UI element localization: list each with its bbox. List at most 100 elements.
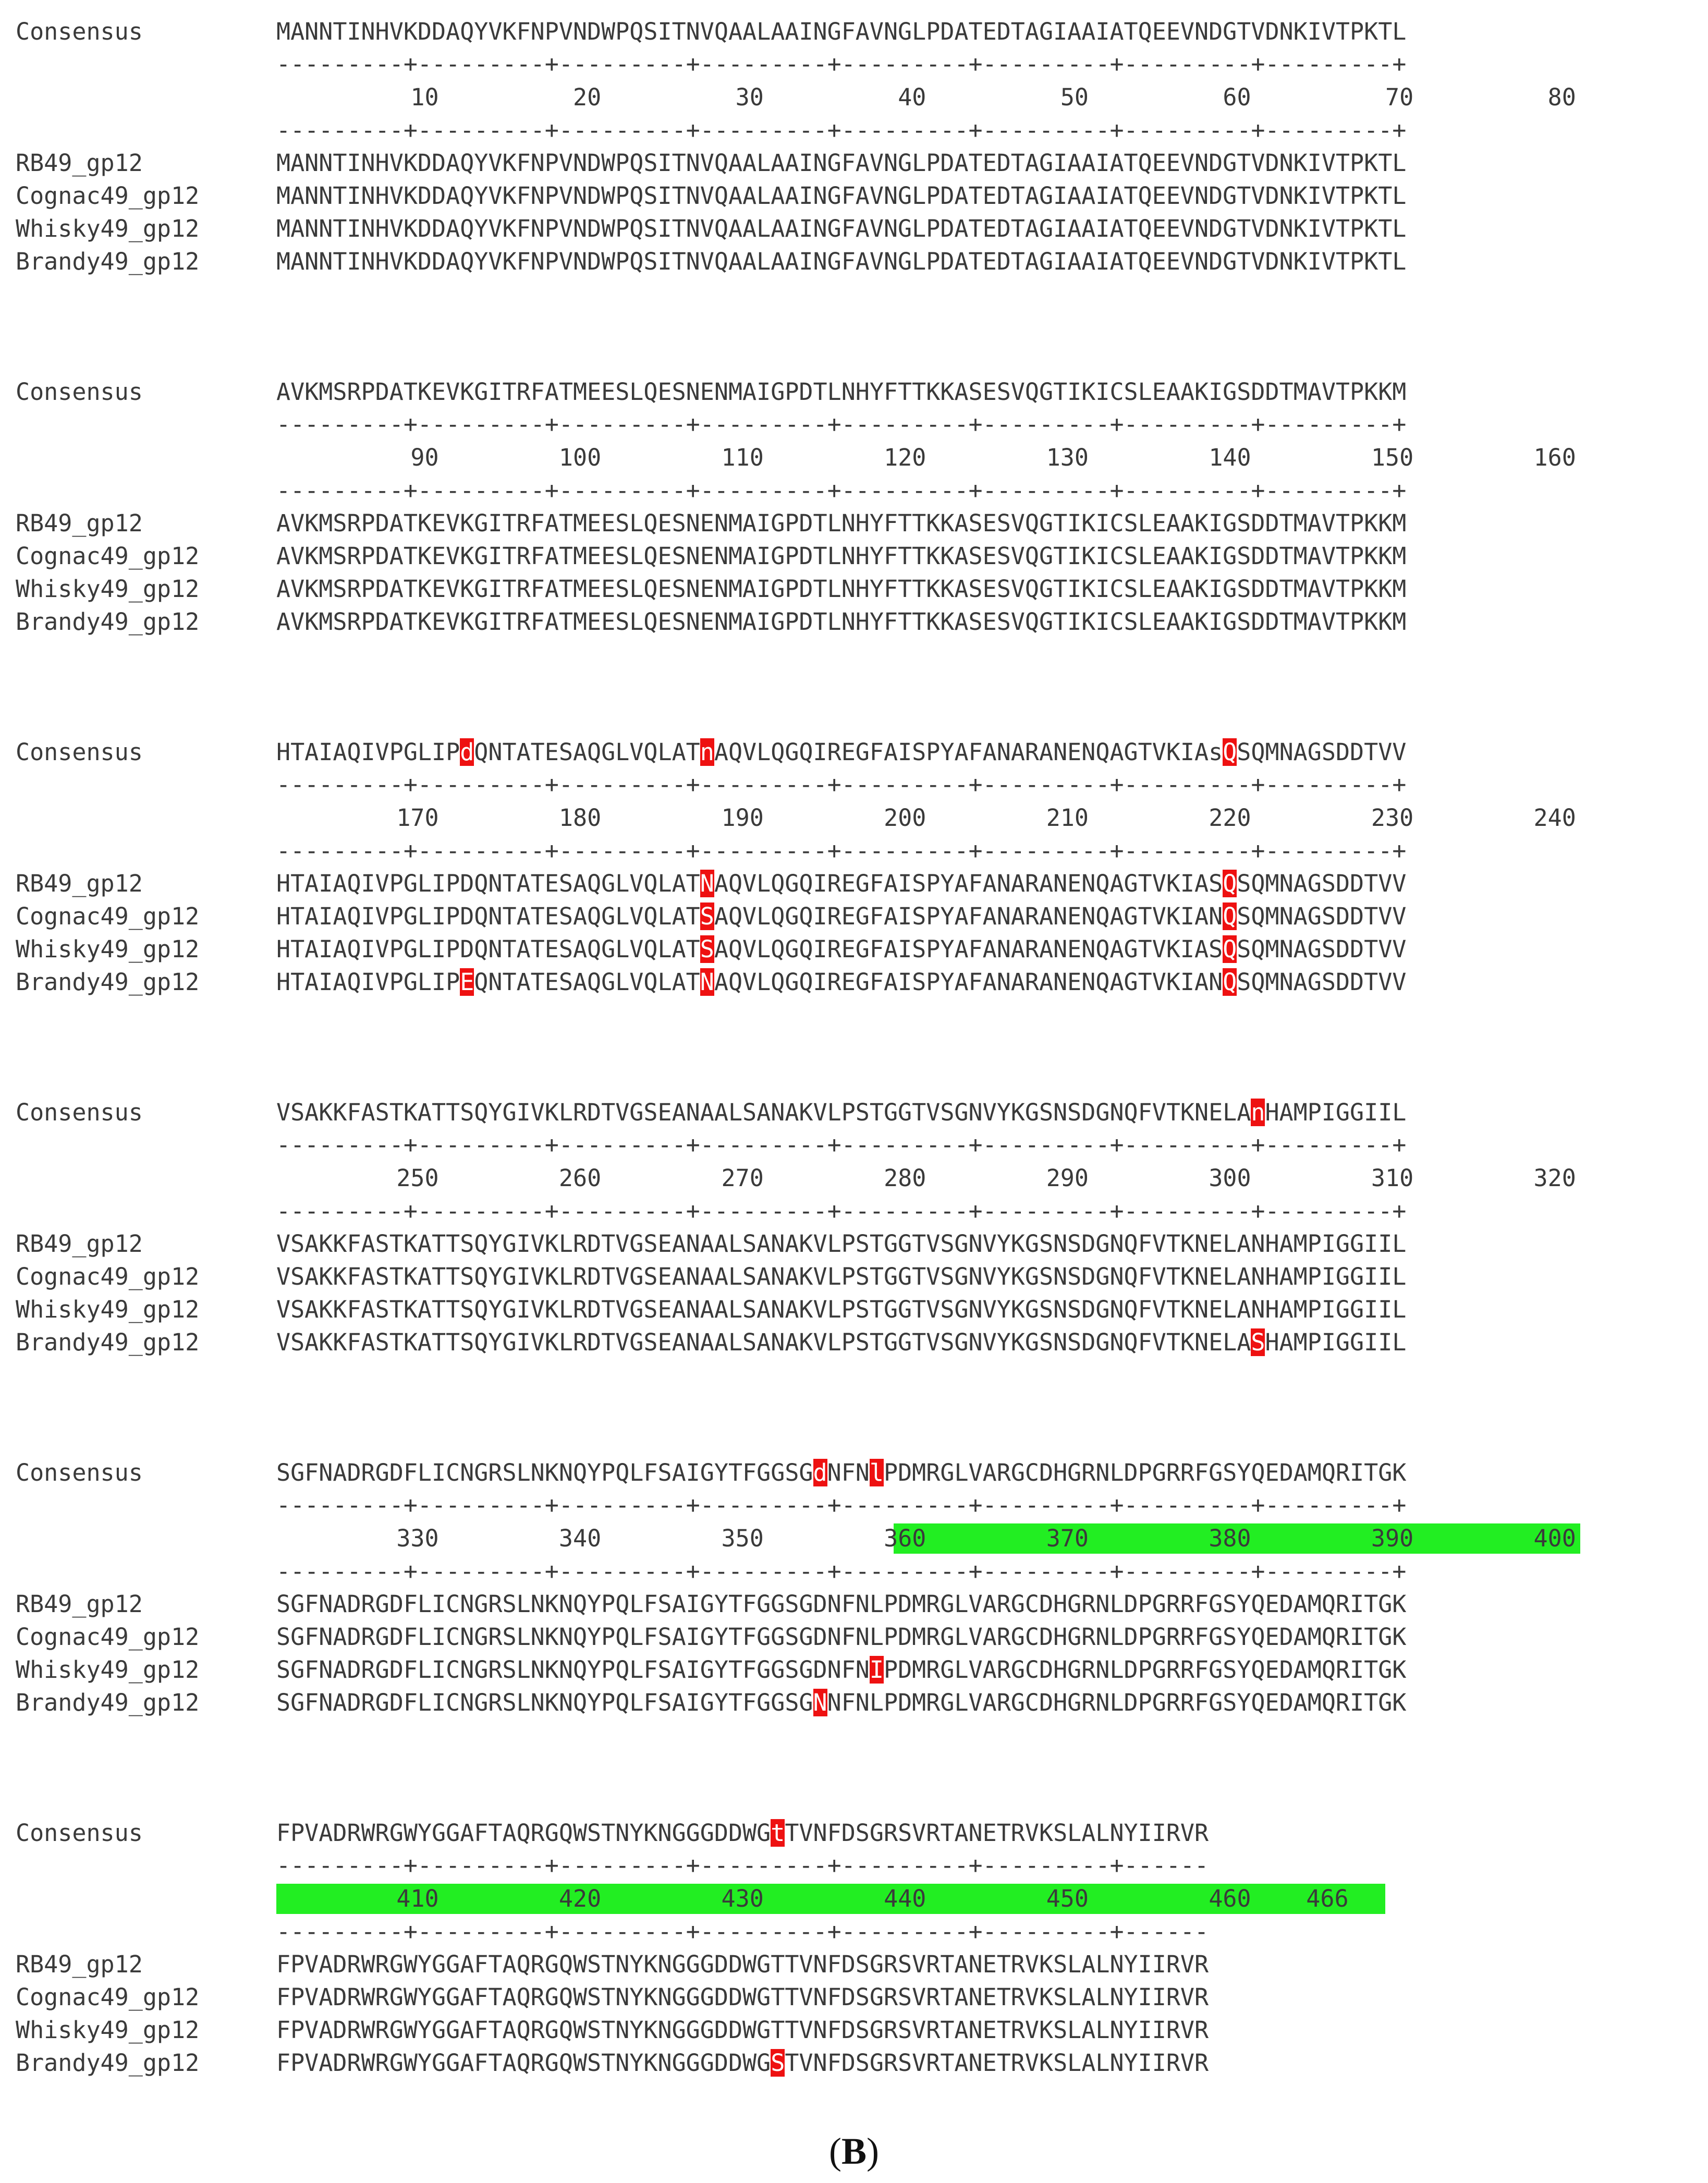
- position-ruler: 90 100 110 120 130 140 150 160: [0, 442, 1708, 474]
- position-tick-label: 240: [1533, 804, 1576, 832]
- sequence-residues: MANNTINHVKDDAQYVKFNPVNDWPQSITNVQAALAAING…: [276, 215, 1407, 242]
- position-tick-label: 140: [1209, 444, 1251, 471]
- consensus-sequence: FPVADRWRGWYGGAFTAQRGQWSTNYKNGGGDDWGtTVNF…: [276, 1819, 1209, 1847]
- position-tick-label: 270: [721, 1164, 764, 1192]
- consensus-sequence: SGFNADRGDFLICNGRSLNKNQYPQLFSAIGYTFGGSGdN…: [276, 1459, 1407, 1486]
- position-tick-label: 370: [1046, 1525, 1089, 1552]
- position-tick-label: 250: [396, 1164, 439, 1192]
- variant-residue: S: [700, 903, 714, 930]
- sequence-residues: MANNTINHVKDDAQYVKFNPVNDWPQSITNVQAALAAING…: [276, 149, 1407, 177]
- position-tick-label: 220: [1209, 804, 1251, 832]
- sequence-name: Brandy49_gp12: [16, 248, 200, 275]
- sequence-residues: SGFNADRGDFLICNGRSLNKNQYPQLFSAIGYTFGGSGDN…: [276, 1623, 1407, 1651]
- ruler-dashes: ---------+---------+---------+---------+…: [276, 1557, 1407, 1585]
- consensus-label: Consensus: [16, 1459, 143, 1486]
- position-tick-label: 100: [558, 444, 602, 471]
- figure-caption: (B): [0, 2130, 1708, 2173]
- sequence-name: Brandy49_gp12: [16, 968, 200, 996]
- position-tick-label: 10: [410, 83, 439, 111]
- sequence-residues: MANNTINHVKDDAQYVKFNPVNDWPQSITNVQAALAAING…: [276, 248, 1407, 275]
- sequence-residues: FPVADRWRGWYGGAFTAQRGQWSTNYKNGGGDDWGTTVNF…: [276, 1950, 1209, 1978]
- position-tick-label: 50: [1060, 83, 1089, 111]
- position-tick-label: 130: [1046, 444, 1089, 471]
- position-tick-label: 420: [558, 1885, 602, 1912]
- position-ruler: 10 20 30 40 50 60 70 80: [0, 81, 1708, 114]
- position-tick-label: 430: [721, 1885, 764, 1912]
- sequence-residues: SGFNADRGDFLICNGRSLNKNQYPQLFSAIGYTFGGSGDN…: [276, 1656, 1407, 1684]
- position-tick-label: 40: [898, 83, 926, 111]
- sequence-name: Cognac49_gp12: [16, 1263, 200, 1290]
- sequence-name: Whisky49_gp12: [16, 575, 200, 603]
- consensus-sequence: AVKMSRPDATKEVKGITRFATMEESLQESNENMAIGPDTL…: [276, 378, 1407, 406]
- position-tick-label: 160: [1533, 444, 1576, 471]
- sequence-residues: SGFNADRGDFLICNGRSLNKNQYPQLFSAIGYTFGGSGNN…: [276, 1689, 1407, 1716]
- ruler-dashes: ---------+---------+---------+---------+…: [276, 1131, 1407, 1158]
- sequence-name: Cognac49_gp12: [16, 1983, 200, 2011]
- position-ruler: 330 340 350 360 370 380 390 400: [0, 1522, 1708, 1555]
- position-tick-label: 466: [1306, 1885, 1349, 1912]
- domain-range-band: [894, 1523, 1580, 1554]
- sequence-residues: FPVADRWRGWYGGAFTAQRGQWSTNYKNGGGDDWGSTVNF…: [276, 2049, 1209, 2077]
- variant-residue: I: [869, 1656, 884, 1684]
- position-tick-label: 190: [721, 804, 764, 832]
- position-tick-label: 30: [735, 83, 764, 111]
- position-tick-label: 460: [1209, 1885, 1251, 1912]
- sequence-residues: AVKMSRPDATKEVKGITRFATMEESLQESNENMAIGPDTL…: [276, 509, 1407, 537]
- sequence-residues: AVKMSRPDATKEVKGITRFATMEESLQESNENMAIGPDTL…: [276, 575, 1407, 603]
- position-tick-label: 440: [884, 1885, 926, 1912]
- sequence-residues: VSAKKFASTKATTSQYGIVKLRDTVGSEANAALSANAKVL…: [276, 1230, 1407, 1258]
- sequence-name: RB49_gp12: [16, 509, 143, 537]
- sequence-residues: AVKMSRPDATKEVKGITRFATMEESLQESNENMAIGPDTL…: [276, 608, 1407, 636]
- variant-residue: Q: [1223, 968, 1237, 996]
- position-tick-label: 210: [1046, 804, 1089, 832]
- ruler-dashes: ---------+---------+---------+---------+…: [276, 410, 1407, 438]
- sequence-name: RB49_gp12: [16, 149, 143, 177]
- sequence-residues: FPVADRWRGWYGGAFTAQRGQWSTNYKNGGGDDWGTTVNF…: [276, 1983, 1209, 2011]
- sequence-residues: HTAIAQIVPGLIPDQNTATESAQGLVQLATSAQVLQGQIR…: [276, 935, 1407, 963]
- variant-residue: d: [813, 1459, 827, 1486]
- variant-residue: N: [813, 1689, 827, 1716]
- sequence-name: Cognac49_gp12: [16, 542, 200, 570]
- sequence-name: Cognac49_gp12: [16, 182, 200, 210]
- consensus-label: Consensus: [16, 1819, 143, 1847]
- variant-residue: t: [771, 1819, 785, 1847]
- sequence-name: Whisky49_gp12: [16, 2016, 200, 2044]
- position-tick-label: 70: [1385, 83, 1414, 111]
- position-tick-label: 60: [1223, 83, 1251, 111]
- position-tick-label: 320: [1533, 1164, 1576, 1192]
- variant-residue: n: [700, 738, 714, 766]
- sequence-name: RB49_gp12: [16, 1230, 143, 1258]
- position-ruler: 410 420 430 440 450 460 466: [0, 1883, 1708, 1915]
- ruler-dashes: ---------+---------+---------+---------+…: [276, 1491, 1407, 1519]
- sequence-residues: AVKMSRPDATKEVKGITRFATMEESLQESNENMAIGPDTL…: [276, 542, 1407, 570]
- sequence-residues: HTAIAQIVPGLIPEQNTATESAQGLVQLATNAQVLQGQIR…: [276, 968, 1407, 996]
- ruler-dashes: ---------+---------+---------+---------+…: [276, 771, 1407, 798]
- ruler-dashes: ---------+---------+---------+---------+…: [276, 477, 1407, 504]
- variant-residue: N: [700, 968, 714, 996]
- position-ruler: 250 260 270 280 290 300 310 320: [0, 1162, 1708, 1194]
- position-tick-label: 400: [1533, 1525, 1576, 1552]
- sequence-name: Brandy49_gp12: [16, 1689, 200, 1716]
- variant-residue: S: [1251, 1328, 1265, 1356]
- variant-residue: Q: [1223, 935, 1237, 963]
- position-tick-label: 390: [1371, 1525, 1414, 1552]
- sequence-name: RB49_gp12: [16, 870, 143, 897]
- position-ruler: 170 180 190 200 210 220 230 240: [0, 802, 1708, 834]
- consensus-label: Consensus: [16, 738, 143, 766]
- variant-residue: N: [700, 870, 714, 897]
- sequence-name: Cognac49_gp12: [16, 1623, 200, 1651]
- variant-residue: d: [460, 738, 474, 766]
- position-tick-label: 350: [721, 1525, 764, 1552]
- position-tick-label: 330: [396, 1525, 439, 1552]
- sequence-residues: VSAKKFASTKATTSQYGIVKLRDTVGSEANAALSANAKVL…: [276, 1328, 1407, 1356]
- sequence-name: Cognac49_gp12: [16, 903, 200, 930]
- position-tick-label: 90: [410, 444, 439, 471]
- sequence-name: Brandy49_gp12: [16, 608, 200, 636]
- position-tick-label: 20: [573, 83, 602, 111]
- variant-residue: Q: [1223, 870, 1237, 897]
- position-tick-label: 170: [396, 804, 439, 832]
- position-tick-label: 360: [884, 1525, 926, 1552]
- consensus-sequence: HTAIAQIVPGLIPdQNTATESAQGLVQLATnAQVLQGQIR…: [276, 738, 1407, 766]
- position-tick-label: 410: [396, 1885, 439, 1912]
